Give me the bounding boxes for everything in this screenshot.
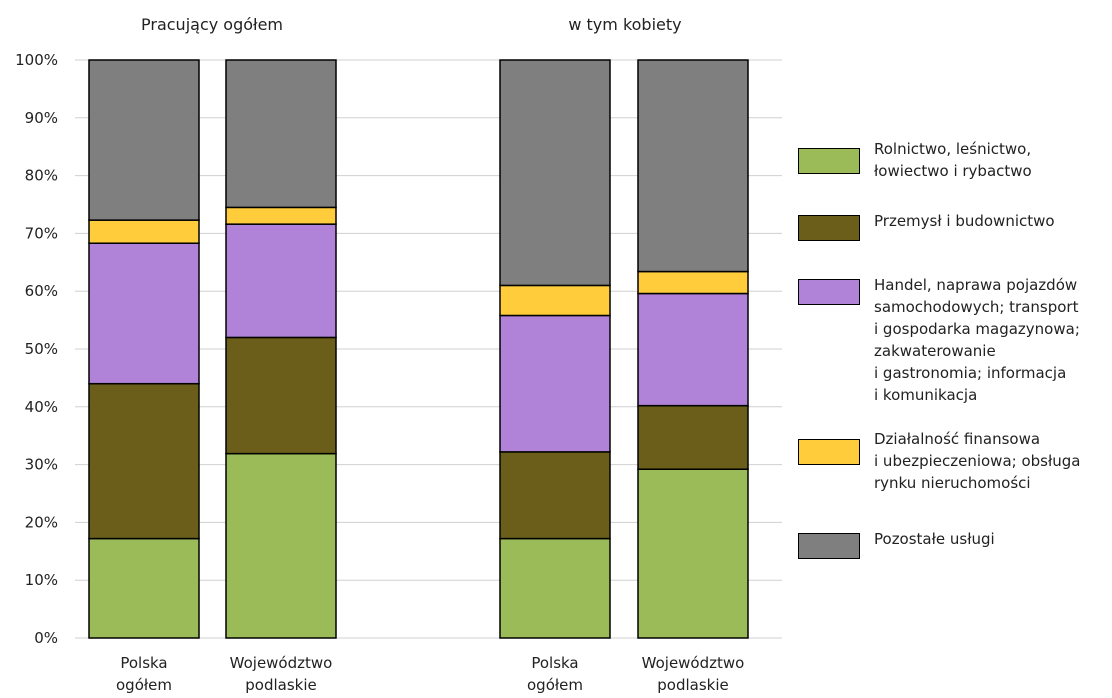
bar-segment	[225, 223, 337, 339]
bar-segment	[88, 219, 200, 244]
legend-label: Przemysł i budownictwo	[874, 212, 1055, 230]
bar-segment	[499, 537, 611, 639]
bar-layer	[88, 59, 749, 639]
bar-segment	[225, 452, 337, 639]
x-axis-labels: Polska ogółem Województwo podlaskie Polska og…	[116, 654, 744, 694]
bar-segment	[225, 59, 337, 209]
y-tick-label: 70%	[25, 224, 58, 242]
bar-segment	[637, 404, 749, 470]
legend-swatch	[798, 148, 860, 174]
x-category-label: Polska ogółem	[116, 654, 172, 694]
y-tick-label: 90%	[25, 109, 58, 127]
bar-segment	[637, 59, 749, 273]
group-title: Pracujący ogółem	[141, 15, 283, 34]
bar-segment	[499, 284, 611, 317]
bar-segment	[88, 59, 200, 221]
bar-segment	[499, 59, 611, 287]
legend-swatch	[798, 215, 860, 241]
bar-segment	[499, 314, 611, 453]
y-tick-label: 50%	[25, 340, 58, 358]
y-tick-label: 30%	[25, 456, 58, 474]
group-title: w tym kobiety	[568, 15, 681, 34]
legend-swatch	[798, 533, 860, 559]
group-titles: Pracujący ogółem w tym kobiety	[141, 15, 682, 34]
y-tick-label: 10%	[25, 571, 58, 589]
y-tick-label: 60%	[25, 282, 58, 300]
y-tick-label: 100%	[15, 51, 58, 69]
bar-segment	[88, 242, 200, 385]
y-tick-label: 20%	[25, 513, 58, 531]
bar-segment	[225, 336, 337, 455]
bar-segment	[637, 270, 749, 295]
bar-segment	[88, 537, 200, 639]
legend-label: Handel, naprawa pojazdów samochodowych; …	[874, 276, 1080, 404]
legend-label: Działalność finansowa i ubezpieczeniowa;…	[874, 430, 1081, 492]
bar-segment	[499, 451, 611, 540]
legend-swatch	[798, 279, 860, 305]
bar-segment	[88, 382, 200, 540]
legend-label: Pozostałe usługi	[874, 530, 995, 548]
bar-segment	[225, 206, 337, 225]
x-category-label: Polska ogółem	[527, 654, 583, 694]
x-category-label: Województwo podlaskie	[230, 654, 333, 694]
legend-swatch	[798, 439, 860, 465]
bar-segment	[637, 468, 749, 639]
bar-segment	[637, 292, 749, 407]
y-axis-ticks: 0% 10% 20% 30% 40% 50% 60% 70% 80% 90% 100%	[15, 51, 58, 647]
legend-label: Rolnictwo, leśnictwo, łowiectwo i rybact…	[874, 140, 1032, 180]
y-tick-label: 40%	[25, 398, 58, 416]
y-tick-label: 0%	[34, 629, 58, 647]
y-tick-label: 80%	[25, 167, 58, 185]
x-category-label: Województwo podlaskie	[642, 654, 745, 694]
